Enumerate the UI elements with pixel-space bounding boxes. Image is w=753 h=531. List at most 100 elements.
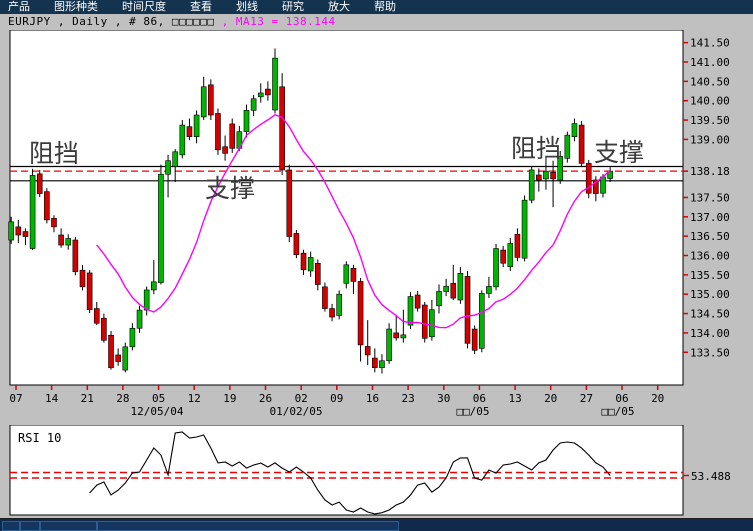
x-axis-day-label: 21 xyxy=(81,392,94,405)
menu-item-product[interactable]: 产品 xyxy=(8,1,30,13)
x-axis-day-label: 09 xyxy=(330,392,343,405)
y-axis-label: 134.50 xyxy=(690,308,730,321)
support-annotation: 支撑 xyxy=(205,175,255,203)
candle-up xyxy=(486,286,492,294)
menu-item-study[interactable]: 研究 xyxy=(282,1,304,13)
x-axis-month-label: □□/05 xyxy=(601,405,634,418)
menu-item-zoom[interactable]: 放大 xyxy=(328,1,350,13)
taskbar-button[interactable] xyxy=(97,521,399,531)
candle-down xyxy=(36,173,43,194)
candle-down xyxy=(357,281,364,346)
candle-down xyxy=(186,126,193,137)
main-price-chart[interactable]: 141.50 141.00 140.50 140.00 139.50 139.00 138.… xyxy=(0,30,753,422)
rsi-frame xyxy=(9,425,684,516)
candle-down xyxy=(578,124,585,164)
y-axis-label: 135.50 xyxy=(690,269,730,282)
taskbar-button[interactable] xyxy=(40,521,97,531)
candle-down xyxy=(514,233,521,258)
candle-up xyxy=(436,291,442,307)
candle-up xyxy=(443,286,449,292)
candle-down xyxy=(421,304,428,339)
y-axis-label: 137.50 xyxy=(690,191,730,204)
taskbar-button[interactable] xyxy=(20,521,40,531)
candle-down xyxy=(393,332,400,339)
y-axis-label: 140.50 xyxy=(690,75,730,88)
candle-down xyxy=(108,334,114,369)
candle-down xyxy=(293,233,300,256)
candle-down xyxy=(364,346,371,356)
candle-down xyxy=(372,357,378,369)
y-axis-label: 140.00 xyxy=(690,95,730,108)
candle-down xyxy=(22,231,29,237)
candle-up xyxy=(307,257,314,272)
candle-up xyxy=(343,264,350,284)
x-axis-day-label: 16 xyxy=(366,392,379,405)
menu-item-help[interactable]: 帮助 xyxy=(374,1,396,13)
candle-up xyxy=(8,221,14,241)
y-axis-label: 139.00 xyxy=(690,133,730,146)
ma13-value-label: , MA13 = 138.144 xyxy=(221,15,336,28)
x-axis-day-label: 13 xyxy=(508,392,521,405)
current-price-axis-label: 138.18 xyxy=(690,165,730,178)
taskbar-button[interactable] xyxy=(2,521,20,531)
candle-up xyxy=(571,123,578,137)
candle-down xyxy=(265,88,271,96)
candle-down xyxy=(79,269,86,288)
candle-up xyxy=(457,273,464,301)
candle-down xyxy=(44,191,50,221)
candle-up xyxy=(528,169,535,201)
menu-item-draw-line[interactable]: 划线 xyxy=(236,1,258,13)
chart-title: EURJPY , Daily , # 86, □□□□□□ , MA13 = 1… xyxy=(8,15,336,29)
x-axis-month-label: 12/05/04 xyxy=(131,405,184,418)
y-axis-label: 136.50 xyxy=(690,230,730,243)
candle-up xyxy=(379,360,385,369)
candle-up xyxy=(429,309,435,338)
candle-up xyxy=(557,156,564,181)
candle-up xyxy=(272,57,278,111)
candle-down xyxy=(208,84,214,116)
y-axis-label: 133.50 xyxy=(690,346,730,359)
resistance-annotation: 阻挡 xyxy=(29,140,79,168)
candle-down xyxy=(329,308,335,318)
candle-down xyxy=(72,239,79,273)
rsi-panel[interactable]: RSI 10 53.488 xyxy=(0,425,753,518)
x-axis-day-label: 20 xyxy=(651,392,664,405)
menu-item-timeframe[interactable]: 时间尺度 xyxy=(122,1,166,13)
candle-down xyxy=(464,276,471,344)
candle-up xyxy=(143,289,150,311)
candle-up xyxy=(493,248,499,288)
support-annotation: 支撑 xyxy=(594,139,644,167)
candle-down xyxy=(222,146,228,154)
x-axis-day-label: 26 xyxy=(259,392,272,405)
candle-up xyxy=(600,176,606,194)
candle-down xyxy=(229,123,236,149)
rsi-title-label: RSI 10 xyxy=(18,431,61,445)
candle-up xyxy=(564,134,571,159)
candle-up xyxy=(521,199,528,259)
y-axis-label: 135.00 xyxy=(690,288,730,301)
ma13-line xyxy=(96,114,611,329)
symbol-timeframe-label: EURJPY , Daily , # 86, □□□□□□ xyxy=(8,15,222,28)
y-axis-label: 134.00 xyxy=(690,327,730,340)
candle-up xyxy=(136,309,143,329)
y-axis-label: 141.50 xyxy=(690,37,730,50)
candle-up xyxy=(65,238,72,246)
menu-item-chart-type[interactable]: 图形种类 xyxy=(54,1,98,13)
rsi-value-label: 53.488 xyxy=(691,470,731,483)
candle-down xyxy=(86,272,93,310)
x-axis-day-label: 14 xyxy=(45,392,59,405)
candle-down xyxy=(322,286,328,309)
x-axis-day-label: 02 xyxy=(295,392,308,405)
candle-up xyxy=(407,296,414,326)
menu-item-view[interactable]: 查看 xyxy=(190,1,212,13)
candle-up xyxy=(193,114,200,137)
candle-up xyxy=(386,328,392,362)
candle-down xyxy=(58,234,64,246)
candle-down xyxy=(414,294,421,309)
menu-bar: 产品 图形种类 时间尺度 查看 划线 研究 放大 帮助 xyxy=(0,0,753,14)
taskbar xyxy=(0,518,753,531)
candle-down xyxy=(593,179,599,194)
candle-down xyxy=(350,267,357,282)
x-axis-day-label: 28 xyxy=(116,392,129,405)
